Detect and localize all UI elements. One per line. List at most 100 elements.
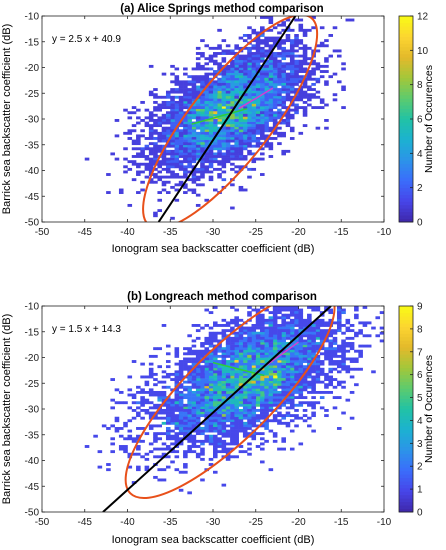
- heatmap-cell: [285, 18, 291, 22]
- heatmap-cell: [148, 157, 154, 161]
- heatmap-cell: [268, 349, 274, 353]
- heatmap-cell: [208, 403, 214, 407]
- heatmap-cell: [264, 52, 269, 55]
- heatmap-cell: [272, 434, 278, 438]
- heatmap-cell: [328, 339, 334, 343]
- heatmap-cell: [230, 414, 235, 418]
- heatmap-cell: [157, 416, 163, 420]
- heatmap-cell: [187, 375, 192, 379]
- heatmap-cell: [208, 160, 214, 164]
- heatmap-cell: [174, 432, 180, 436]
- heatmap-cell: [148, 406, 154, 410]
- heatmap-cell: [281, 41, 286, 45]
- heatmap-cell: [285, 54, 291, 58]
- heatmap-cell: [247, 344, 252, 348]
- heatmap-cell: [234, 64, 239, 68]
- heatmap-cell: [204, 98, 210, 102]
- heatmap-cell: [217, 414, 222, 418]
- heatmap-cell: [183, 360, 188, 363]
- heatmap-cell: [148, 142, 154, 146]
- heatmap-cell: [225, 339, 231, 343]
- heatmap-cell: [264, 126, 269, 130]
- heatmap-cell: [238, 88, 244, 91]
- heatmap-cell: [324, 383, 329, 387]
- heatmap-cell: [217, 360, 222, 363]
- heatmap-cell: [127, 129, 133, 133]
- heatmap-cell: [174, 437, 180, 441]
- heatmap-cell: [136, 468, 141, 472]
- heatmap-cell: [221, 108, 227, 112]
- heatmap-cell: [328, 311, 334, 315]
- heatmap-cell: [281, 334, 286, 338]
- heatmap-cell: [336, 326, 342, 330]
- heatmap-cell: [230, 64, 235, 68]
- heatmap-cell: [260, 403, 265, 407]
- heatmap-cell: [247, 72, 252, 76]
- heatmap-cell: [195, 398, 201, 402]
- heatmap-cell: [221, 331, 227, 335]
- heatmap-cell: [247, 380, 252, 384]
- heatmap-cell: [264, 67, 269, 71]
- heatmap-cell: [195, 429, 201, 433]
- heatmap-cell: [242, 367, 248, 371]
- heatmap-cell: [332, 331, 338, 335]
- heatmap-cell: [123, 165, 128, 169]
- heatmap-cell: [153, 416, 158, 420]
- heatmap-cell: [136, 411, 141, 415]
- heatmap-cell: [294, 329, 299, 333]
- heatmap-cell: [255, 396, 261, 400]
- heatmap-cell: [242, 388, 248, 392]
- heatmap-cell: [238, 401, 244, 405]
- y-tick-label: -40: [25, 166, 40, 177]
- heatmap-cell: [208, 362, 214, 366]
- colorbar-segment: [399, 29, 413, 34]
- heatmap-cell: [251, 329, 257, 333]
- heatmap-cell: [272, 90, 278, 94]
- heatmap-cell: [230, 352, 235, 356]
- heatmap-cell: [157, 380, 163, 384]
- heatmap-cell: [281, 28, 286, 32]
- heatmap-cell: [251, 167, 257, 171]
- heatmap-cell: [183, 452, 188, 456]
- heatmap-cell: [157, 447, 163, 451]
- heatmap-cell: [298, 339, 304, 343]
- heatmap-cell: [208, 147, 214, 151]
- heatmap-cell: [174, 403, 180, 407]
- heatmap-cell: [221, 116, 227, 120]
- heatmap-cell: [294, 64, 299, 68]
- heatmap-cell: [183, 409, 188, 412]
- heatmap-cell: [140, 388, 145, 392]
- heatmap-cell: [272, 64, 278, 68]
- heatmap-cell: [260, 67, 265, 71]
- heatmap-cell: [230, 62, 235, 66]
- heatmap-cell: [221, 349, 227, 353]
- heatmap-cell: [315, 126, 321, 130]
- heatmap-cell: [319, 336, 325, 340]
- heatmap-cell: [272, 121, 278, 125]
- heatmap-cell: [311, 354, 316, 358]
- heatmap-cell: [272, 342, 278, 345]
- heatmap-cell: [195, 139, 201, 143]
- heatmap-cell: [302, 347, 308, 351]
- heatmap-cell: [294, 352, 299, 356]
- heatmap-cell: [289, 306, 295, 309]
- heatmap-cell: [272, 398, 278, 402]
- heatmap-cell: [208, 360, 214, 363]
- heatmap-cell: [289, 385, 295, 389]
- heatmap-cell: [289, 372, 295, 376]
- heatmap-cell: [289, 403, 295, 407]
- heatmap-cell: [183, 427, 188, 430]
- heatmap-cell: [247, 452, 252, 456]
- heatmap-cell: [255, 85, 261, 89]
- colorbar-segment: [399, 160, 413, 165]
- heatmap-cell: [332, 72, 338, 76]
- heatmap-cell: [238, 390, 244, 394]
- heatmap-cell: [161, 134, 167, 138]
- heatmap-cell: [174, 162, 180, 166]
- heatmap-cell: [204, 434, 210, 438]
- heatmap-cell: [123, 424, 128, 428]
- heatmap-cell: [319, 347, 325, 351]
- heatmap-cell: [251, 137, 257, 140]
- heatmap-cell: [336, 396, 342, 400]
- colorbar-segment: [399, 36, 413, 41]
